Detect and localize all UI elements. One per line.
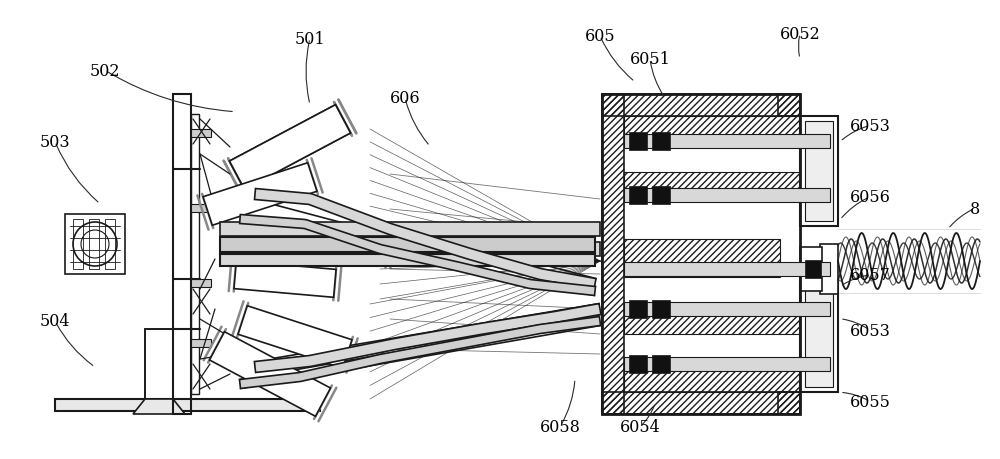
- Bar: [220, 237, 595, 252]
- Text: 6058: 6058: [540, 419, 580, 435]
- Polygon shape: [234, 261, 336, 297]
- Bar: [624, 302, 830, 316]
- Bar: [624, 189, 830, 202]
- Bar: [191, 205, 211, 213]
- Bar: [89, 219, 99, 269]
- Bar: [624, 117, 800, 145]
- Bar: [820, 245, 838, 294]
- Bar: [652, 355, 670, 373]
- Bar: [602, 392, 800, 414]
- Polygon shape: [230, 106, 350, 190]
- Bar: [191, 115, 199, 394]
- Bar: [624, 134, 830, 149]
- Text: 6051: 6051: [630, 51, 670, 68]
- Bar: [624, 357, 830, 371]
- Bar: [191, 130, 211, 138]
- Bar: [191, 280, 211, 287]
- Bar: [800, 117, 838, 226]
- Bar: [629, 355, 647, 373]
- Bar: [652, 187, 670, 205]
- Bar: [173, 95, 191, 414]
- Text: 6052: 6052: [780, 26, 820, 43]
- Bar: [624, 173, 800, 201]
- Bar: [629, 187, 647, 205]
- Text: 501: 501: [295, 31, 325, 47]
- Text: 6054: 6054: [620, 419, 660, 435]
- Bar: [624, 306, 800, 334]
- Bar: [629, 300, 647, 318]
- Polygon shape: [254, 304, 601, 373]
- Polygon shape: [230, 106, 350, 190]
- Bar: [105, 219, 115, 269]
- Bar: [805, 122, 833, 222]
- Bar: [624, 240, 780, 277]
- Polygon shape: [238, 306, 352, 369]
- Bar: [602, 95, 800, 414]
- Bar: [624, 263, 830, 276]
- Bar: [800, 247, 822, 291]
- Bar: [652, 133, 670, 151]
- Text: 502: 502: [90, 63, 120, 79]
- Polygon shape: [210, 332, 330, 416]
- Text: 606: 606: [390, 90, 420, 107]
- Bar: [624, 364, 800, 392]
- Bar: [805, 287, 833, 387]
- Polygon shape: [203, 163, 317, 226]
- Bar: [602, 95, 800, 117]
- Bar: [778, 95, 800, 117]
- Bar: [800, 282, 838, 392]
- Bar: [778, 392, 800, 414]
- Text: 6056: 6056: [850, 189, 890, 206]
- Polygon shape: [239, 317, 601, 389]
- Bar: [805, 260, 821, 279]
- Polygon shape: [133, 399, 185, 414]
- Text: 6053: 6053: [850, 118, 890, 134]
- Bar: [145, 329, 173, 401]
- Polygon shape: [255, 189, 596, 290]
- Text: 6053: 6053: [850, 322, 890, 339]
- Bar: [191, 339, 211, 347]
- Bar: [220, 242, 600, 257]
- Polygon shape: [255, 230, 385, 264]
- Text: 8: 8: [970, 201, 980, 217]
- Bar: [652, 300, 670, 318]
- Polygon shape: [240, 215, 595, 296]
- Bar: [602, 95, 624, 414]
- Text: 605: 605: [585, 28, 615, 45]
- Bar: [220, 254, 595, 266]
- Bar: [629, 133, 647, 151]
- Text: 503: 503: [40, 134, 70, 151]
- Text: 504: 504: [40, 313, 70, 330]
- Text: 6057: 6057: [850, 267, 890, 284]
- Bar: [220, 223, 600, 236]
- Bar: [73, 219, 83, 269]
- Text: 6055: 6055: [850, 393, 890, 410]
- Bar: [55, 399, 320, 411]
- Bar: [145, 329, 173, 401]
- Bar: [65, 214, 125, 274]
